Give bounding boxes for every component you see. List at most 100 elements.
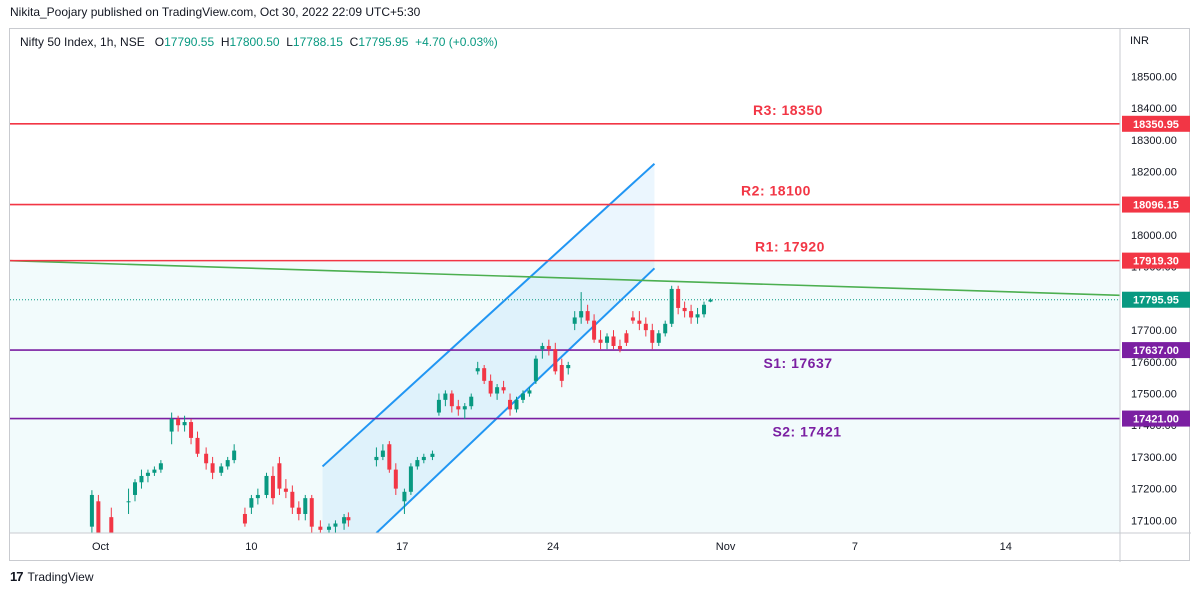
candle[interactable]: [309, 494, 314, 533]
candle[interactable]: [689, 304, 694, 324]
candle[interactable]: [501, 380, 506, 394]
candle-body: [380, 450, 385, 457]
candle[interactable]: [204, 447, 209, 470]
candle[interactable]: [598, 330, 603, 350]
candle[interactable]: [415, 456, 420, 470]
candle[interactable]: [585, 304, 590, 324]
candle[interactable]: [270, 466, 275, 505]
candle[interactable]: [242, 507, 247, 527]
candle[interactable]: [255, 488, 260, 505]
candle[interactable]: [158, 460, 163, 473]
candle[interactable]: [139, 469, 144, 489]
candle[interactable]: [290, 485, 295, 514]
candle[interactable]: [592, 314, 597, 343]
candle[interactable]: [264, 472, 269, 499]
candle[interactable]: [540, 342, 545, 359]
candle[interactable]: [133, 479, 138, 502]
candle[interactable]: [643, 317, 648, 337]
candle[interactable]: [89, 490, 94, 533]
candle[interactable]: [520, 390, 525, 404]
tradingview-logo-icon[interactable]: 17: [10, 569, 24, 584]
candle[interactable]: [96, 494, 101, 539]
candle[interactable]: [546, 339, 551, 356]
candle[interactable]: [318, 520, 323, 536]
candle[interactable]: [195, 431, 200, 457]
candle[interactable]: [579, 292, 584, 324]
candle[interactable]: [702, 301, 707, 318]
candle[interactable]: [189, 418, 194, 445]
candle[interactable]: [421, 453, 426, 464]
candle[interactable]: [656, 330, 661, 346]
candle[interactable]: [277, 456, 282, 495]
candle[interactable]: [210, 456, 215, 480]
candle[interactable]: [617, 339, 622, 353]
candle[interactable]: [176, 415, 181, 432]
candle[interactable]: [145, 469, 150, 483]
candle[interactable]: [283, 479, 288, 499]
candle[interactable]: [326, 523, 331, 536]
candle-body: [624, 333, 629, 343]
candle-body: [656, 333, 661, 343]
candle[interactable]: [669, 285, 674, 327]
candle[interactable]: [342, 513, 347, 530]
candle[interactable]: [219, 463, 224, 476]
candle[interactable]: [430, 450, 435, 461]
candle[interactable]: [303, 494, 308, 521]
candle[interactable]: [225, 456, 230, 470]
candle[interactable]: [559, 358, 564, 388]
candle[interactable]: [182, 415, 187, 432]
brand-label[interactable]: TradingView: [27, 569, 94, 584]
candle[interactable]: [346, 512, 351, 527]
candle[interactable]: [508, 393, 513, 416]
candle[interactable]: [624, 330, 629, 346]
candle[interactable]: [533, 355, 538, 385]
chart-frame[interactable]: R3: 18350 R2: 18100 R1: 17920 S1: 17637 S2: …: [9, 28, 1191, 562]
candle[interactable]: [676, 285, 681, 315]
candle[interactable]: [566, 361, 571, 375]
candle[interactable]: [650, 323, 655, 350]
candle[interactable]: [469, 393, 474, 410]
candle[interactable]: [402, 488, 407, 514]
candle[interactable]: [611, 330, 616, 350]
candle[interactable]: [232, 444, 237, 464]
candle[interactable]: [708, 298, 713, 303]
candle[interactable]: [393, 463, 398, 495]
candle[interactable]: [663, 320, 668, 337]
candle[interactable]: [514, 396, 519, 413]
candle[interactable]: [126, 488, 131, 514]
symbol-label[interactable]: Nifty 50 Index, 1h, NSE: [20, 35, 145, 49]
candle[interactable]: [436, 393, 441, 416]
candle[interactable]: [605, 333, 610, 350]
candle[interactable]: [488, 374, 493, 397]
candle[interactable]: [333, 520, 338, 533]
candle[interactable]: [380, 444, 385, 461]
candle[interactable]: [249, 494, 254, 514]
x-tick-label: 17: [396, 541, 408, 553]
candle[interactable]: [482, 365, 487, 385]
candle[interactable]: [408, 463, 413, 495]
candle[interactable]: [109, 507, 114, 546]
candle[interactable]: [456, 399, 461, 416]
candle[interactable]: [682, 301, 687, 318]
candle[interactable]: [374, 447, 379, 467]
trend-line[interactable]: [10, 259, 1120, 297]
candle[interactable]: [495, 384, 500, 400]
channel-upper-line[interactable]: [321, 162, 656, 468]
candle[interactable]: [695, 307, 700, 324]
candle[interactable]: [630, 311, 635, 324]
low-label: L: [286, 35, 293, 49]
price-chart[interactable]: R3: 18350 R2: 18100 R1: 17920 S1: 17637 S2: …: [10, 29, 1191, 562]
candle[interactable]: [572, 311, 577, 331]
candle[interactable]: [475, 361, 480, 375]
candle[interactable]: [296, 501, 301, 521]
candle[interactable]: [637, 311, 642, 331]
level-price-badge-s2: 17421.00: [1122, 410, 1190, 427]
candle[interactable]: [527, 387, 532, 397]
candle[interactable]: [553, 342, 558, 375]
candle[interactable]: [462, 403, 467, 419]
candle[interactable]: [152, 466, 157, 476]
candle[interactable]: [387, 441, 392, 473]
candle[interactable]: [443, 390, 448, 407]
candle[interactable]: [449, 390, 454, 413]
candle[interactable]: [169, 412, 174, 445]
